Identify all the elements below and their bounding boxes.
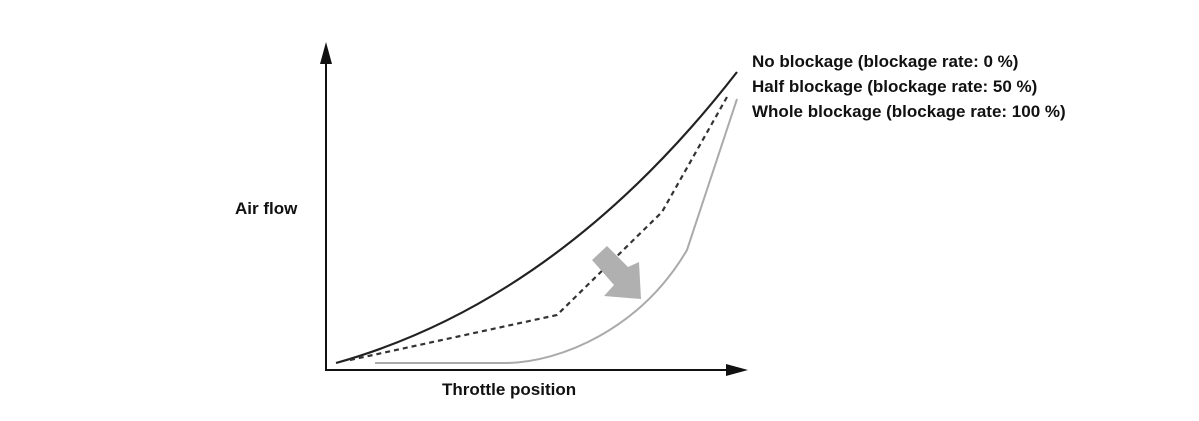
y-axis-arrowhead [320,42,332,64]
trend-arrow [592,246,641,299]
x-axis-label: Throttle position [442,380,577,399]
y-axis-label: Air flow [235,199,298,218]
legend-whole-blockage: Whole blockage (blockage rate: 100 %) [752,102,1066,121]
curve-whole-blockage [375,98,738,364]
legend-no-blockage: No blockage (blockage rate: 0 %) [752,52,1019,71]
x-axis-arrowhead [726,364,748,376]
legend-half-blockage: Half blockage (blockage rate: 50 %) [752,77,1038,96]
curve-half-blockage [349,96,728,362]
curve-no-blockage [335,71,738,365]
